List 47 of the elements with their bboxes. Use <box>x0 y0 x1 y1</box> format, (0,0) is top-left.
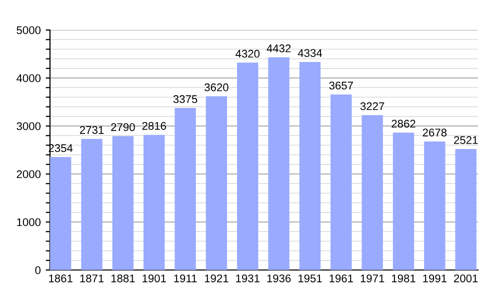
x-tick-label: 1861 <box>49 274 72 282</box>
bar <box>455 148 476 270</box>
bar <box>144 134 165 270</box>
data-label: 2790 <box>111 123 135 132</box>
data-label: 2816 <box>142 122 166 130</box>
bar <box>392 132 414 270</box>
data-label: 4432 <box>266 44 291 52</box>
x-tick-label: 1901 <box>142 274 166 282</box>
bar <box>112 136 134 270</box>
data-label: 4320 <box>236 50 260 58</box>
bar <box>424 141 446 270</box>
x-tick-label: 1931 <box>236 274 260 282</box>
bar <box>362 115 383 270</box>
data-label: 2731 <box>80 126 104 134</box>
x-tick-label: 1911 <box>174 274 197 282</box>
y-tick-label: 5000 <box>16 26 41 34</box>
x-tick-label: 1871 <box>80 274 104 282</box>
data-label: 2862 <box>392 120 416 128</box>
x-tick-label: 1971 <box>360 274 384 282</box>
bar <box>174 108 196 270</box>
y-tick-label: 1000 <box>17 218 41 226</box>
x-tick-label: 2001 <box>454 274 478 282</box>
data-label: 3227 <box>360 102 384 110</box>
x-tick-label: 1936 <box>267 274 291 282</box>
x-tick-label: 1921 <box>204 274 228 282</box>
y-tick-label: 4000 <box>16 74 41 82</box>
x-tick-label: 1951 <box>298 274 322 282</box>
data-label: 3620 <box>204 83 228 92</box>
bar <box>206 96 228 270</box>
y-tick-label: 0 <box>35 266 41 274</box>
data-label: 2678 <box>422 128 447 136</box>
bar <box>299 62 321 270</box>
y-tick-label: 2000 <box>16 170 41 178</box>
x-tick-label: 1961 <box>330 274 353 282</box>
x-tick-label: 1981 <box>392 274 416 282</box>
bar <box>237 62 258 270</box>
y-tick-label: 3000 <box>16 122 41 130</box>
data-label: 3657 <box>329 82 353 90</box>
bar <box>330 94 352 270</box>
data-label: 3375 <box>173 95 198 104</box>
x-tick-label: 1881 <box>111 274 135 282</box>
bar <box>268 57 290 270</box>
bar <box>81 138 102 270</box>
data-label: 2521 <box>454 136 478 144</box>
data-label: 4334 <box>298 49 322 57</box>
bar <box>50 157 72 270</box>
x-tick-label: 1991 <box>423 274 446 282</box>
